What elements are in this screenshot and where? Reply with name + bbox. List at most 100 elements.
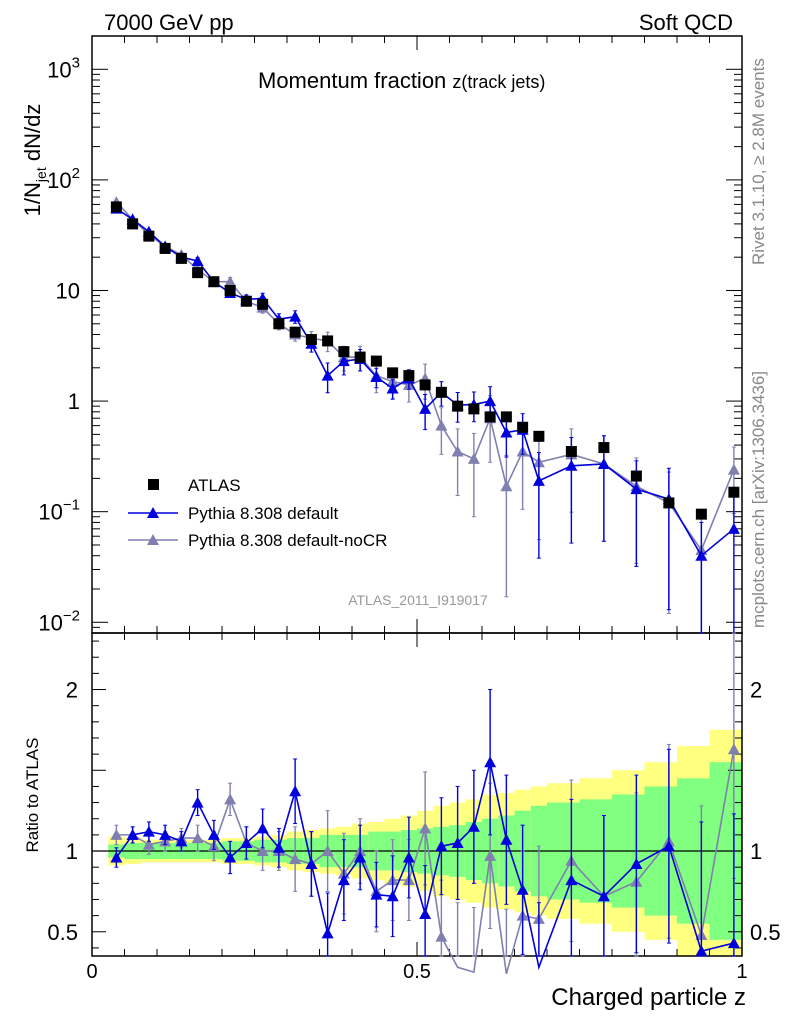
ratio-axis-label: Ratio to ATLAS — [23, 738, 42, 853]
y-tick-label-main: 102 — [47, 165, 80, 193]
ratio-point-nocr — [256, 845, 269, 857]
point-atlas — [143, 230, 155, 242]
data-series — [110, 196, 740, 974]
ratio-point-default — [402, 851, 415, 863]
point-default — [289, 310, 302, 322]
point-default — [565, 459, 578, 471]
y-tick-base: 1 — [68, 389, 80, 414]
point-atlas — [500, 411, 512, 423]
y-axis-label: 1/Njet dN/dz — [20, 104, 49, 217]
ratio-point-default — [126, 828, 139, 840]
point-atlas — [110, 201, 122, 213]
x-tick-label: 0.5 — [403, 961, 431, 983]
rivet-version-label: Rivet 3.1.10, ≥ 2.8M events — [749, 58, 768, 265]
point-atlas — [257, 298, 269, 310]
ratio-point-default — [386, 890, 399, 902]
point-default — [727, 522, 740, 534]
point-nocr — [451, 445, 464, 457]
legend-default-label: Pythia 8.308 default — [188, 504, 339, 523]
point-atlas — [175, 252, 187, 264]
ratio-point-default — [256, 822, 269, 834]
ratio-point-default — [484, 756, 497, 768]
point-atlas — [630, 470, 642, 482]
x-tick-label: 0 — [86, 961, 97, 983]
y-tick-exponent: −1 — [63, 497, 80, 514]
point-atlas — [468, 403, 480, 415]
ratio-point-nocr — [727, 743, 740, 755]
point-default — [597, 457, 610, 469]
point-default — [321, 369, 334, 381]
legend: ATLAS Pythia 8.308 default Pythia 8.308 … — [128, 476, 387, 550]
point-default — [370, 371, 383, 383]
ratio-point-default — [240, 836, 253, 848]
ratio-point-default — [110, 851, 123, 863]
ratio-point-default — [727, 937, 740, 949]
point-atlas — [598, 442, 610, 454]
point-default — [191, 254, 204, 266]
point-default — [695, 549, 708, 561]
point-default — [484, 395, 497, 407]
y-axis-label-a: 1/N — [20, 182, 45, 216]
y-tick-base: 10 — [47, 57, 71, 82]
y-tick-label-main: 10 — [56, 278, 80, 303]
ratio-point-nocr — [484, 849, 497, 861]
analysis-label: ATLAS_2011_I919017 — [348, 592, 488, 608]
ratio-point-nocr — [321, 845, 334, 857]
ratio-point-nocr — [419, 822, 432, 834]
point-atlas — [728, 486, 740, 498]
ratio-point-default — [435, 840, 448, 852]
y-tick-base: 10 — [38, 500, 62, 525]
mcplots-label: mcplots.cern.ch [arXiv:1306.3436] — [749, 371, 768, 628]
ratio-point-default — [224, 851, 237, 863]
ratio-point-nocr — [289, 853, 302, 865]
point-atlas — [338, 346, 350, 358]
ratio-point-default — [630, 857, 643, 869]
point-default — [419, 402, 432, 414]
y-tick-exponent: 3 — [72, 54, 80, 71]
point-atlas — [565, 446, 577, 458]
point-nocr — [224, 275, 237, 287]
ratio-point-nocr — [110, 828, 123, 840]
point-atlas — [403, 370, 415, 382]
y-tick-exponent: 2 — [72, 165, 80, 182]
y-tick-base: 10 — [56, 278, 80, 303]
ratio-point-default — [191, 796, 204, 808]
legend-nocr-marker — [147, 534, 159, 545]
ratio-point-nocr — [435, 930, 448, 942]
ratio-point-default — [207, 828, 220, 840]
y-tick-label-main: 1 — [68, 389, 80, 414]
y-tick-base: 10 — [38, 610, 62, 635]
point-atlas — [127, 218, 139, 230]
ratio-tick-label-left: 2 — [66, 678, 78, 703]
point-atlas — [273, 318, 285, 330]
ratio-point-default — [354, 851, 367, 863]
point-atlas — [663, 497, 675, 509]
point-atlas — [305, 334, 317, 346]
point-atlas — [370, 355, 382, 367]
ratio-point-default — [337, 874, 350, 886]
legend-atlas-marker — [148, 479, 159, 490]
point-nocr — [435, 419, 448, 431]
legend-default-marker — [147, 507, 159, 518]
ratio-point-default — [305, 857, 318, 869]
point-atlas — [695, 508, 707, 520]
point-default — [337, 355, 350, 367]
plot-title: Momentum fraction z(track jets) — [258, 68, 545, 93]
ratio-point-default — [142, 825, 155, 837]
y-tick-label-main: 103 — [47, 54, 80, 82]
y-tick-label-main: 10−2 — [38, 607, 80, 635]
legend-atlas-label: ATLAS — [188, 476, 241, 495]
point-nocr — [500, 480, 513, 492]
ratio-tick-label-right: 1 — [750, 839, 762, 864]
ratio-point-nocr — [142, 838, 155, 850]
ratio-point-default — [565, 874, 578, 886]
point-atlas — [517, 421, 529, 433]
ratio-point-default — [370, 888, 383, 900]
point-atlas — [240, 295, 252, 307]
ratio-point-default — [597, 890, 610, 902]
ratio-point-default — [289, 785, 302, 797]
point-nocr — [727, 463, 740, 475]
ratio-tick-label-left: 1 — [66, 839, 78, 864]
ratio-tick-label-left: 0.5 — [47, 920, 78, 945]
